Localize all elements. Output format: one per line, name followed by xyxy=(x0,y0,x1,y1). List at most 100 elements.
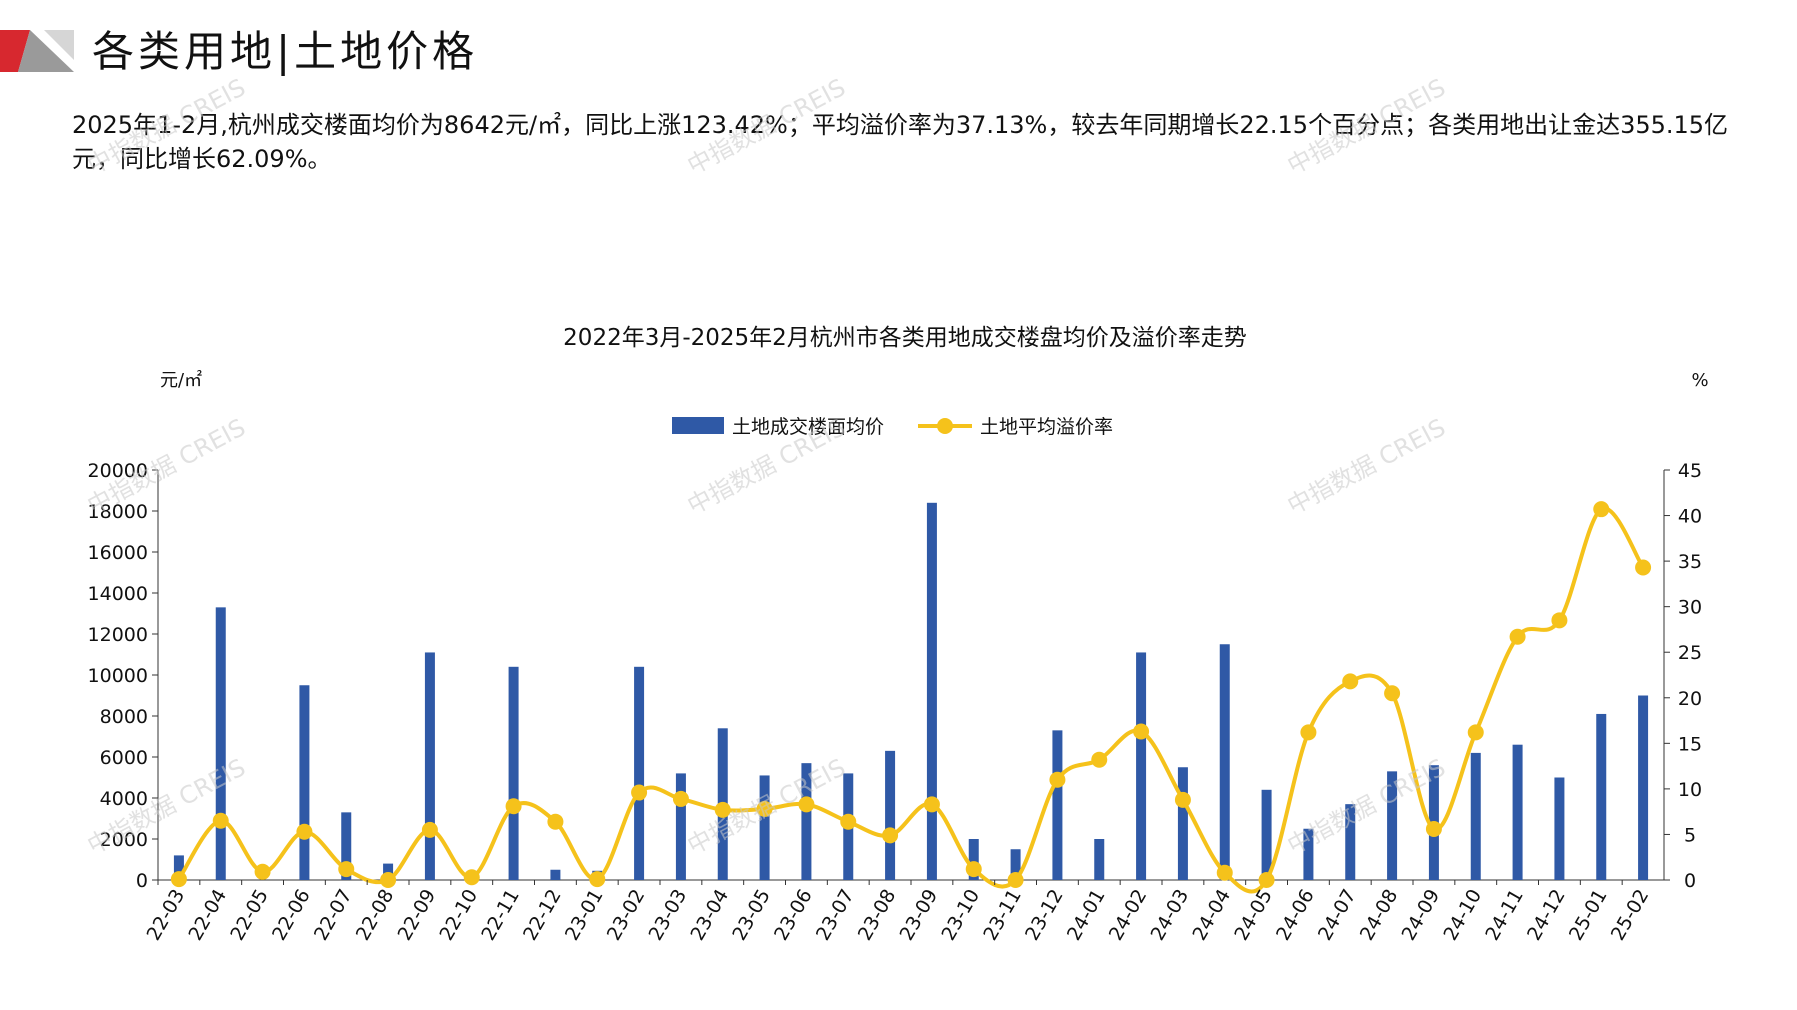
bar xyxy=(1596,713,1607,880)
x-tick-label: 24-10 xyxy=(1439,886,1486,945)
y-right-tick-label: 10 xyxy=(1678,779,1702,801)
premium-rate-point xyxy=(1049,771,1066,788)
y-right-tick-label: 25 xyxy=(1678,642,1702,664)
y-left-tick-label: 2000 xyxy=(100,829,148,851)
logo-red-shape xyxy=(0,30,30,72)
premium-rate-line xyxy=(177,506,1645,894)
premium-rate-point xyxy=(882,827,899,844)
premium-rate-point xyxy=(212,812,229,829)
x-tick-label: 24-02 xyxy=(1105,886,1152,945)
x-tick-label: 25-02 xyxy=(1607,886,1654,945)
premium-rate-point xyxy=(756,800,773,817)
bar xyxy=(1638,695,1649,880)
y-left-tick-label: 16000 xyxy=(88,542,148,564)
summary-text: 2025年1-2月,杭州成交楼面均价为8642元/㎡，同比上涨123.42%；平… xyxy=(72,111,1729,173)
legend-bar-label: 土地成交楼面均价 xyxy=(732,416,884,438)
x-tick-label: 23-05 xyxy=(728,886,775,945)
y-right-tick-label: 45 xyxy=(1678,460,1702,482)
x-tick-label: 22-03 xyxy=(143,886,190,945)
bar xyxy=(341,812,352,880)
x-tick-label: 24-01 xyxy=(1063,886,1110,945)
premium-rate-point xyxy=(1300,724,1317,741)
y-left-tick-label: 10000 xyxy=(88,665,148,687)
logo-grey-shape xyxy=(18,30,74,72)
bar xyxy=(675,773,686,880)
y-left-tick-label: 20000 xyxy=(88,460,148,482)
y-right-tick-label: 0 xyxy=(1684,870,1696,892)
y-right-tick-label: 40 xyxy=(1678,506,1702,528)
y-left-tick-label: 12000 xyxy=(88,624,148,646)
y-left-tick-label: 0 xyxy=(136,870,148,892)
y-right-unit: % xyxy=(1691,370,1708,391)
premium-rate-point xyxy=(589,871,606,888)
x-tick-label: 22-07 xyxy=(310,886,357,945)
bar xyxy=(1094,839,1105,880)
bar xyxy=(926,502,937,880)
logo-light-shape xyxy=(44,30,74,60)
y-left-tick-label: 4000 xyxy=(100,788,148,810)
x-tick-label: 24-07 xyxy=(1314,886,1361,945)
x-tick-label: 23-11 xyxy=(979,885,1026,944)
premium-rate-point xyxy=(254,863,271,880)
y-right-tick-label: 15 xyxy=(1678,733,1702,755)
y-left-tick-label: 14000 xyxy=(88,583,148,605)
bar xyxy=(1345,804,1356,880)
x-tick-label: 25-01 xyxy=(1565,886,1612,945)
company-logo xyxy=(0,30,74,72)
premium-rate-point xyxy=(1467,724,1484,741)
premium-rate-point xyxy=(672,790,689,807)
chart-title: 2022年3月-2025年2月杭州市各类用地成交楼盘均价及溢价率走势 xyxy=(563,325,1247,351)
x-tick-label: 24-03 xyxy=(1147,886,1194,945)
premium-rate-point xyxy=(1342,673,1359,690)
premium-rate-point xyxy=(1133,723,1150,740)
x-tick-label: 22-12 xyxy=(519,886,566,945)
y-right-tick-label: 5 xyxy=(1684,824,1696,846)
x-tick-label: 22-06 xyxy=(268,886,315,945)
premium-rate-point xyxy=(421,821,438,838)
bar xyxy=(1010,849,1021,880)
premium-rate-point xyxy=(338,861,355,878)
legend-bar-swatch xyxy=(672,417,724,434)
x-tick-label: 22-05 xyxy=(226,886,273,945)
bar xyxy=(1136,652,1147,880)
premium-rate-point xyxy=(1593,501,1610,518)
premium-rate-point xyxy=(923,796,940,813)
x-tick-label: 23-09 xyxy=(896,886,943,945)
x-tick-label: 23-06 xyxy=(770,886,817,945)
premium-rate-point xyxy=(1007,872,1024,888)
premium-rate-point xyxy=(547,813,564,830)
x-tick-label: 22-09 xyxy=(394,886,441,945)
y-right-tick-label: 35 xyxy=(1678,551,1702,573)
x-tick-label: 23-02 xyxy=(603,886,650,945)
premium-rate-point xyxy=(840,813,857,830)
premium-rate-point xyxy=(463,869,480,886)
bar xyxy=(215,607,226,880)
premium-rate-point xyxy=(1258,872,1275,888)
bar xyxy=(1052,730,1063,880)
bar xyxy=(634,666,645,880)
y-right-tick-label: 20 xyxy=(1678,688,1702,710)
premium-rate-point xyxy=(1509,628,1526,645)
bar xyxy=(383,863,394,880)
bar xyxy=(550,869,561,880)
x-tick-label: 24-04 xyxy=(1188,886,1235,945)
x-tick-label: 23-08 xyxy=(854,886,901,945)
bar xyxy=(1554,777,1565,880)
bar xyxy=(508,666,519,880)
x-tick-label: 23-12 xyxy=(1021,886,1068,945)
y-left-tick-label: 18000 xyxy=(88,501,148,523)
bar xyxy=(299,685,310,880)
bar xyxy=(885,750,896,880)
bar xyxy=(173,855,184,880)
x-tick-label: 24-12 xyxy=(1523,886,1570,945)
premium-rate-point xyxy=(1091,751,1108,768)
x-tick-label: 24-05 xyxy=(1230,886,1277,945)
y-left-tick-label: 6000 xyxy=(100,747,148,769)
bar xyxy=(1261,789,1272,880)
bar xyxy=(424,652,435,880)
premium-rate-point xyxy=(1384,685,1401,702)
x-tick-label: 24-06 xyxy=(1272,886,1319,945)
y-left-tick-label: 8000 xyxy=(100,706,148,728)
bar xyxy=(1303,828,1314,880)
